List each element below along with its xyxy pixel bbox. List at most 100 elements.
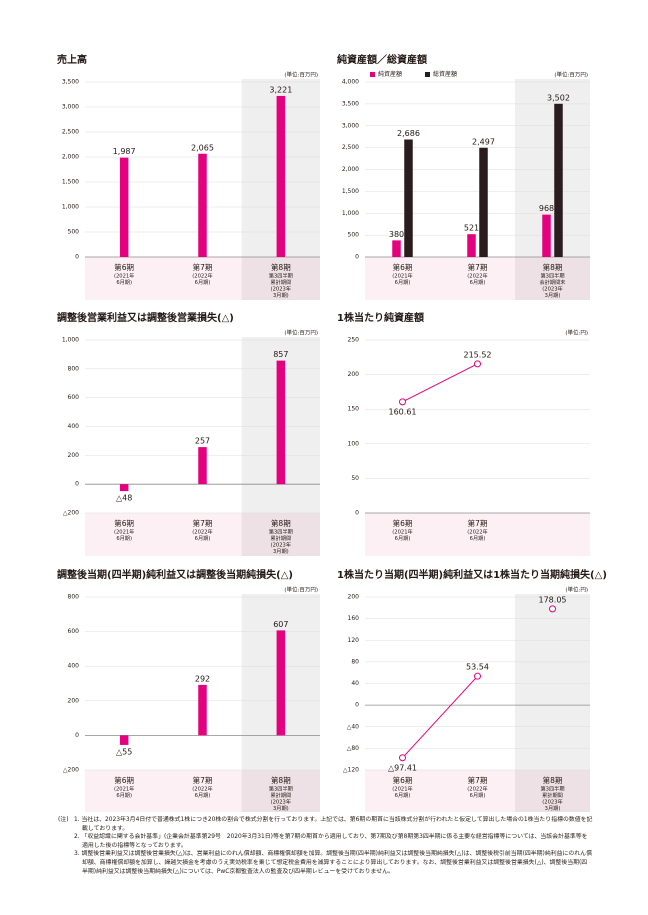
legend-swatch [370, 72, 375, 77]
y-tick-label: 400 [68, 663, 80, 670]
y-tick-label: 40 [351, 680, 359, 687]
y-tick-label: △80 [347, 745, 359, 752]
x-tick-label: 第8期 [543, 262, 563, 272]
y-tick-label: 600 [68, 628, 80, 635]
x-tick-sublabel: 累計期間 [270, 791, 291, 799]
bar [119, 157, 129, 257]
x-tick-sublabel: 6月期) [395, 279, 411, 286]
y-tick-label: 3,000 [342, 122, 359, 129]
x-tick-sublabel: 3月期) [273, 548, 289, 555]
y-tick-label: 0 [75, 254, 79, 261]
bar [119, 484, 129, 492]
highlight-label-band [241, 257, 320, 300]
y-tick-label: 500 [68, 229, 80, 236]
unit-label: (単位:円) [565, 586, 588, 594]
x-tick-sublabel: 6月期) [195, 792, 211, 799]
notes: (注) 1. 当社は、2023年3月4日付で普通株式1株につき20株の割合で株式… [58, 816, 593, 876]
chart-title: 1株当たり純資産額 [337, 311, 424, 324]
x-tick-sublabel: (2021年 [392, 528, 412, 536]
x-tick-sublabel: 6月期) [395, 792, 411, 799]
note: 2. 「収益認識に関する会計基準」(企業会計基準第29号 2020年3月31日)… [74, 834, 588, 849]
value-label: △55 [116, 747, 132, 756]
y-tick-label: 1,000 [62, 204, 79, 211]
y-tick-label: 120 [348, 637, 360, 644]
y-tick-label: 3,000 [62, 104, 79, 111]
x-tick-sublabel: (2022年 [192, 272, 212, 280]
bar [392, 240, 401, 257]
value-label: 607 [273, 620, 288, 629]
bar [479, 147, 488, 257]
x-tick-label: 第6期 [114, 262, 134, 272]
x-tick-sublabel: 累計期間 [270, 278, 291, 286]
value-label: 2,497 [472, 137, 495, 146]
x-tick-sublabel: 累計期間 [270, 534, 291, 542]
label-band [365, 513, 590, 556]
x-tick-label: 第8期 [271, 262, 291, 272]
x-tick-sublabel: 6月期) [195, 279, 211, 286]
legend-label: 総資産額 [433, 70, 457, 78]
x-tick-sublabel: (2023年 [271, 798, 291, 806]
bar [198, 153, 207, 257]
x-tick-sublabel: (2022年 [467, 785, 487, 793]
bar [119, 735, 129, 745]
unit-label: (単位:百万円) [284, 586, 318, 594]
chart-title: 調整後営業利益又は調整後営業損失(△) [57, 311, 234, 324]
y-tick-label: 800 [68, 594, 80, 601]
value-label: 3,502 [547, 93, 570, 102]
value-label: 257 [195, 437, 210, 446]
unit-label: (単位:百万円) [284, 71, 318, 79]
line [402, 675, 478, 759]
unit-label: (単位:百万円) [554, 71, 588, 79]
legend-swatch [425, 72, 430, 77]
x-tick-label: 第7期 [468, 262, 488, 272]
x-tick-label: 第8期 [271, 775, 291, 785]
x-tick-sublabel: (2022年 [467, 272, 487, 280]
y-tick-label: 250 [348, 337, 360, 344]
bar [542, 214, 551, 257]
x-tick-sublabel: 6月期) [470, 535, 486, 542]
y-tick-label: 200 [68, 452, 80, 459]
value-label: 292 [195, 674, 210, 683]
y-tick-label: 3,500 [62, 79, 79, 86]
x-tick-label: 第6期 [114, 775, 134, 785]
x-tick-sublabel: 第3四半期 [269, 785, 293, 793]
highlight-column [515, 594, 590, 770]
x-tick-sublabel: 3月期) [545, 805, 561, 812]
x-tick-label: 第8期 [271, 518, 291, 528]
y-tick-label: 0 [355, 510, 359, 517]
x-tick-label: 第7期 [468, 518, 488, 528]
value-label: 53.54 [466, 663, 489, 672]
x-tick-sublabel: 会計期間末 [540, 278, 567, 286]
notes-label: (注) [58, 817, 69, 823]
point [474, 672, 481, 680]
bar [276, 95, 286, 257]
x-tick-sublabel: 6月期) [470, 792, 486, 799]
y-tick-label: 80 [351, 658, 359, 665]
value-label: 160.61 [389, 407, 417, 416]
value-label: 178.05 [539, 595, 567, 604]
x-tick-sublabel: 6月期) [195, 535, 211, 542]
x-tick-sublabel: 第3四半期 [269, 528, 293, 536]
y-tick-label: 4,000 [342, 79, 359, 86]
point [399, 754, 406, 762]
y-tick-label: 0 [355, 702, 359, 709]
value-label: △97.41 [388, 763, 417, 772]
value-label: △48 [116, 494, 132, 503]
bar [554, 103, 563, 257]
y-tick-label: 0 [75, 481, 79, 488]
x-tick-sublabel: 3月期) [545, 292, 561, 299]
highlight-label-band [241, 513, 320, 556]
x-tick-sublabel: 累計期間 [542, 791, 563, 799]
chart-title: 1株当たり当期(四半期)純利益又は1株当たり当期純損失(△) [337, 568, 607, 581]
x-tick-sublabel: (2021年 [392, 272, 412, 280]
y-tick-label: 800 [68, 365, 80, 372]
x-tick-sublabel: 第3四半期 [540, 272, 564, 280]
value-label: 857 [273, 350, 288, 359]
x-tick-sublabel: 6月期) [395, 535, 411, 542]
x-tick-label: 第7期 [193, 775, 213, 785]
y-tick-label: 200 [348, 594, 360, 601]
bar [198, 684, 207, 736]
notes-items: 1. 当社は、2023年3月4日付で普通株式1株につき20株の割合で株式分割を行… [74, 816, 593, 876]
